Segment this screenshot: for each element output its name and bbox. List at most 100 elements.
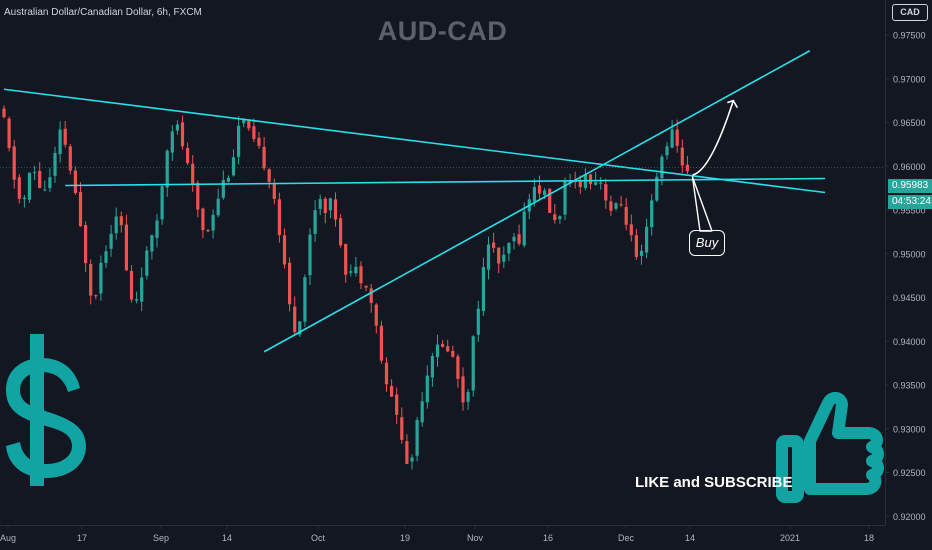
candle-body — [33, 172, 37, 174]
candle-body — [558, 216, 562, 220]
trendline[interactable] — [65, 177, 826, 187]
candle-body — [502, 254, 506, 262]
candle-body — [2, 108, 6, 118]
candle-body — [420, 401, 424, 423]
candle-body — [451, 350, 455, 357]
candle-body — [461, 376, 465, 403]
candle-body — [119, 216, 123, 226]
candle-body — [247, 121, 251, 129]
candle-body — [486, 244, 491, 270]
candle-body — [165, 150, 169, 188]
candle-body — [634, 235, 638, 257]
candle-body — [619, 204, 623, 206]
price-tick-label: 0.95500 — [893, 206, 926, 216]
candle-body — [78, 192, 83, 227]
time-tick-label: 14 — [222, 533, 232, 543]
candle-body — [89, 264, 93, 296]
candle-body — [114, 216, 118, 234]
trendline[interactable] — [263, 50, 811, 353]
candle-body — [379, 325, 383, 361]
candle-body — [400, 417, 404, 440]
candle-body — [384, 362, 389, 385]
candle-body — [614, 203, 618, 209]
candle-body — [492, 242, 496, 248]
candle-body — [104, 251, 108, 263]
candlestick-series — [2, 105, 689, 470]
candle-body — [446, 346, 450, 352]
candle-body — [507, 242, 511, 254]
thumbs-up-icon — [776, 392, 884, 503]
currency-badge[interactable]: CAD — [892, 4, 928, 21]
candle-body — [237, 125, 241, 157]
candle-body — [563, 181, 567, 215]
candle-body — [364, 285, 368, 288]
candle-body — [639, 250, 644, 256]
candle-body — [231, 157, 236, 176]
candle-body — [517, 234, 521, 244]
candle-body — [390, 385, 394, 397]
buy-callout-pointer — [691, 176, 713, 232]
candle-body — [308, 234, 312, 276]
candle-body — [609, 201, 613, 211]
candle-body — [410, 457, 414, 462]
time-tick-label: Dec — [618, 533, 635, 543]
candle-body — [349, 271, 353, 273]
like-subscribe-text: LIKE and SUBSCRIBE — [635, 474, 793, 491]
candle-body — [537, 185, 542, 194]
time-tick-label: 14 — [685, 533, 695, 543]
time-tick-label: Nov — [467, 533, 484, 543]
candle-body — [313, 210, 317, 234]
candle-body — [553, 214, 557, 221]
candle-body — [548, 188, 552, 213]
candle-body — [497, 247, 501, 264]
buy-annotation: Buy — [689, 230, 725, 256]
candle-body — [594, 182, 598, 185]
candle-body — [272, 183, 276, 199]
candle-body — [369, 288, 373, 303]
candle-body — [267, 169, 271, 182]
candle-body — [242, 118, 246, 124]
trendline[interactable] — [3, 88, 826, 194]
candle-body — [481, 267, 485, 312]
candle-body — [170, 131, 174, 153]
candle-body — [53, 152, 57, 176]
time-axis[interactable]: Aug 17 Sep 14 Oct 19 Nov 16 Dec 14 2021 18 — [0, 525, 874, 543]
candle-body — [599, 182, 603, 184]
price-tick-label: 0.94000 — [893, 337, 926, 347]
candle-body — [150, 235, 154, 252]
candle-body — [665, 146, 669, 156]
candle-body — [12, 146, 16, 180]
candle-body — [435, 344, 440, 358]
candle-body — [135, 299, 139, 301]
candle-body — [456, 356, 460, 379]
candle-body — [94, 295, 98, 297]
trendline-group[interactable] — [0, 50, 885, 353]
candle-body — [17, 177, 21, 199]
bar-countdown-label: 04:53:24 — [888, 195, 932, 209]
candle-body — [670, 129, 674, 148]
candle-body — [650, 200, 654, 228]
time-tick-label: Sep — [153, 533, 169, 543]
candle-body — [333, 199, 338, 220]
price-tick-label: 0.93500 — [893, 381, 926, 391]
candle-body — [441, 343, 445, 347]
price-tick-label: 0.95000 — [893, 249, 926, 259]
candle-body — [318, 199, 322, 209]
candle-body — [48, 177, 52, 189]
price-tick-label: 0.97500 — [893, 31, 926, 41]
candle-body — [624, 207, 628, 225]
candle-body — [282, 235, 287, 265]
price-tick-label: 0.92500 — [893, 468, 926, 478]
time-tick-label: 16 — [543, 533, 553, 543]
price-axis[interactable]: 0.97500 0.97000 0.96500 0.96000 0.95500 0.950… — [885, 31, 926, 522]
candle-body — [226, 177, 230, 182]
candle-body — [532, 186, 536, 202]
chart-watermark: AUD-CAD — [377, 16, 508, 46]
candle-body — [588, 174, 593, 185]
candle-body — [303, 277, 307, 322]
candle-body — [680, 147, 684, 166]
candle-body — [155, 220, 159, 238]
candle-body — [476, 308, 480, 335]
candle-body — [328, 198, 332, 211]
